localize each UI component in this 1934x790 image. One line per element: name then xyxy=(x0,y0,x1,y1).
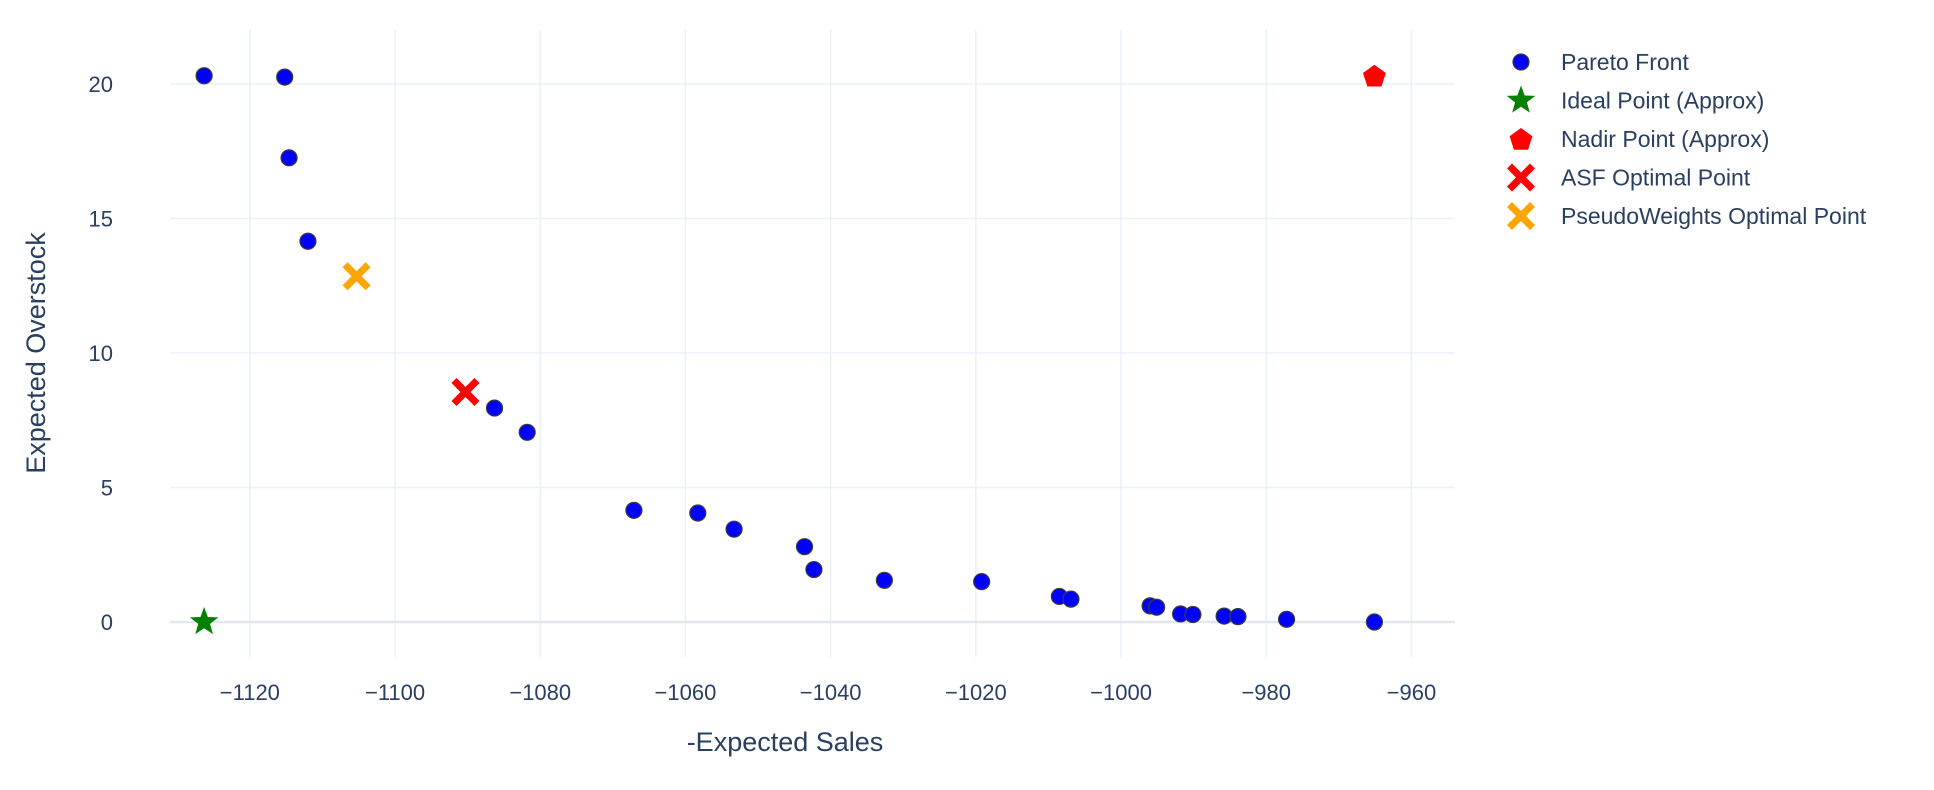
pareto-point xyxy=(725,520,743,538)
pareto-point xyxy=(805,560,823,579)
legend: Pareto Front Ideal Point (Approx) Nadir Po… xyxy=(1506,49,1867,230)
pareto-point xyxy=(518,423,536,441)
y-tick-label: 10 xyxy=(89,341,113,366)
legend-marker xyxy=(1506,85,1536,113)
legend-label: PseudoWeights Optimal Point xyxy=(1561,203,1867,229)
x-tick-label: −1080 xyxy=(509,680,571,705)
legend-marker xyxy=(1507,202,1535,230)
pseudoweights-optimal-marker xyxy=(342,262,371,291)
pareto-point xyxy=(973,573,991,591)
x-tick-label: −1020 xyxy=(945,680,1007,705)
x-tick-label: −960 xyxy=(1387,680,1437,705)
ideal-point-marker xyxy=(189,607,219,635)
x-tick-label: −1040 xyxy=(800,680,862,705)
pareto-point xyxy=(1062,590,1080,608)
legend-marker xyxy=(1507,163,1535,192)
pareto-point xyxy=(1365,613,1384,631)
pareto-point xyxy=(625,501,643,519)
x-tick-label: −1060 xyxy=(655,680,717,705)
legend-marker xyxy=(1512,53,1530,71)
pareto-point xyxy=(1148,598,1166,616)
y-axis-title: Expected Overstock xyxy=(21,232,51,474)
y-tick-label: 0 xyxy=(101,610,113,635)
nadir-point-marker xyxy=(1363,64,1386,87)
plot-area xyxy=(189,64,1386,635)
asf-optimal-marker xyxy=(451,377,480,406)
x-tick-label: −980 xyxy=(1241,680,1291,705)
pareto-point xyxy=(1184,605,1202,624)
y-tick-label: 15 xyxy=(89,206,113,231)
legend-label: Pareto Front xyxy=(1561,49,1689,75)
legend-marker xyxy=(1509,128,1533,150)
pareto-point xyxy=(795,538,814,556)
y-tick-label: 20 xyxy=(89,72,113,97)
x-axis-title: -Expected Sales xyxy=(687,727,884,757)
pareto-point xyxy=(485,399,504,417)
x-tick-label: −1120 xyxy=(220,680,280,705)
y-tick-label: 5 xyxy=(101,475,113,500)
pareto-point xyxy=(689,504,707,522)
pareto-point xyxy=(195,67,213,85)
y-axis-ticks: 0 5 10 15 20 xyxy=(89,72,113,635)
legend-label: ASF Optimal Point xyxy=(1561,165,1751,191)
pareto-point xyxy=(280,149,298,167)
x-tick-label: −1000 xyxy=(1090,680,1152,705)
legend-label: Nadir Point (Approx) xyxy=(1561,126,1769,152)
pareto-point xyxy=(875,571,893,589)
pareto-point xyxy=(1277,610,1296,628)
x-tick-label: −1100 xyxy=(365,680,425,705)
pareto-point xyxy=(299,232,317,250)
x-axis-ticks: −1120 −1100 −1080 −1060 −1040 −1020 −1000 −980 −… xyxy=(220,680,1436,705)
pareto-point xyxy=(1229,608,1247,626)
legend-label: Ideal Point (Approx) xyxy=(1561,88,1764,114)
pareto-point xyxy=(276,68,294,86)
